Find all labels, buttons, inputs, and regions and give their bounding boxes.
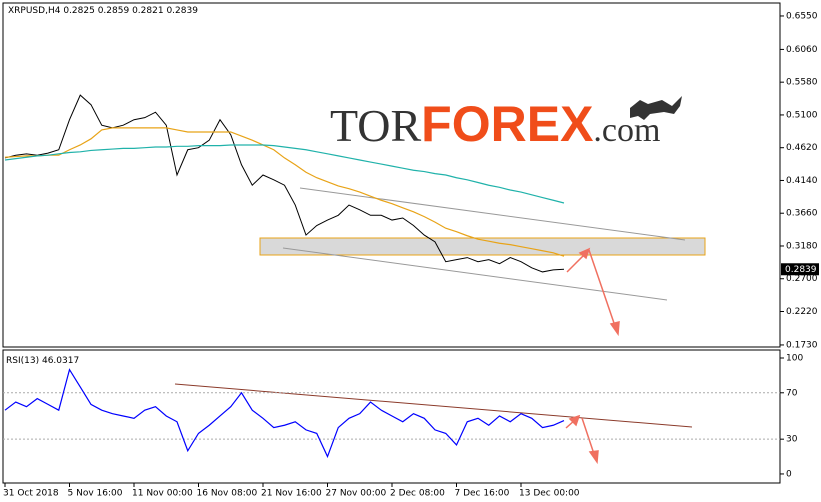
logo: TORFOREX.com	[330, 96, 660, 152]
logo-bull	[630, 96, 682, 120]
low: 0.2821	[132, 6, 164, 16]
y-tick-label: 30	[786, 435, 798, 445]
x-tick-label: 27 Nov 00:00	[326, 489, 387, 499]
y-tick-label: 0.2220	[786, 307, 818, 317]
series-line	[4, 368, 565, 459]
series-line	[4, 94, 565, 273]
logo-forex: FOREX	[421, 96, 593, 152]
series-line	[4, 144, 565, 204]
y-tick-label: 0.3660	[786, 209, 818, 219]
price-marker	[781, 263, 819, 276]
logo-com: .com	[593, 112, 660, 149]
y-tick-label: 0.5100	[786, 110, 818, 120]
resistance-zone	[259, 237, 706, 256]
y-tick-label: 0.4140	[786, 176, 818, 186]
y-tick-label: 0.6060	[786, 45, 818, 55]
y-tick-label: 100	[786, 354, 803, 364]
x-tick-label: 2 Dec 08:00	[390, 489, 445, 499]
symbol: XRPUSD,H4	[8, 6, 61, 16]
y-tick-label: 0.4620	[786, 143, 818, 153]
rsi-header: RSI(13) 46.0317	[6, 356, 79, 366]
high: 0.2859	[98, 6, 130, 16]
price-panel	[2, 2, 781, 348]
logo-tor: TOR	[330, 100, 421, 151]
rsi-value: 46.0317	[42, 356, 79, 366]
close: 0.2839	[166, 6, 198, 16]
rsi-trend-line	[174, 383, 693, 428]
x-tick-label: 5 Nov 16:00	[68, 489, 123, 499]
y-tick-label: 0.6550	[786, 11, 818, 21]
rsi-title: RSI(13)	[6, 356, 39, 366]
x-tick-label: 31 Oct 2018	[3, 489, 59, 499]
forecast-arrows	[565, 247, 620, 465]
x-tick-label: 11 Nov 00:00	[132, 489, 193, 499]
x-tick-label: 16 Nov 08:00	[197, 489, 258, 499]
x-tick-label: 7 Dec 16:00	[455, 489, 510, 499]
rsi-panel	[2, 349, 781, 484]
y-tick-label: 0.2700	[786, 274, 818, 284]
y-tick-label: 0.1730	[786, 340, 818, 350]
y-tick-label: 0.5580	[786, 78, 818, 88]
x-tick-label: 21 Nov 16:00	[261, 489, 322, 499]
x-tick-label: 13 Dec 00:00	[519, 489, 580, 499]
channel-line	[299, 187, 686, 241]
open: 0.2825	[63, 6, 95, 16]
price-marker-label: 0.2839	[785, 265, 817, 275]
y-tick-label: 0	[786, 469, 792, 479]
symbol-header: XRPUSD,H4 0.2825 0.2859 0.2821 0.2839	[8, 6, 198, 16]
series-line	[4, 127, 565, 257]
y-tick-label: 70	[786, 388, 798, 398]
y-tick-label: 0.3180	[786, 241, 818, 251]
